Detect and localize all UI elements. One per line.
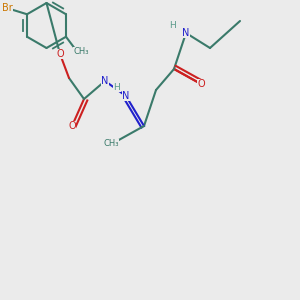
Text: H: H: [114, 82, 120, 91]
Text: CH₃: CH₃: [103, 140, 119, 148]
Text: N: N: [182, 28, 190, 38]
Text: Br: Br: [2, 3, 13, 13]
Text: N: N: [101, 76, 109, 86]
Text: O: O: [56, 49, 64, 59]
Text: N: N: [122, 91, 130, 101]
Text: O: O: [68, 121, 76, 131]
Text: H: H: [169, 21, 176, 30]
Text: O: O: [197, 79, 205, 89]
Text: CH₃: CH₃: [73, 47, 89, 56]
